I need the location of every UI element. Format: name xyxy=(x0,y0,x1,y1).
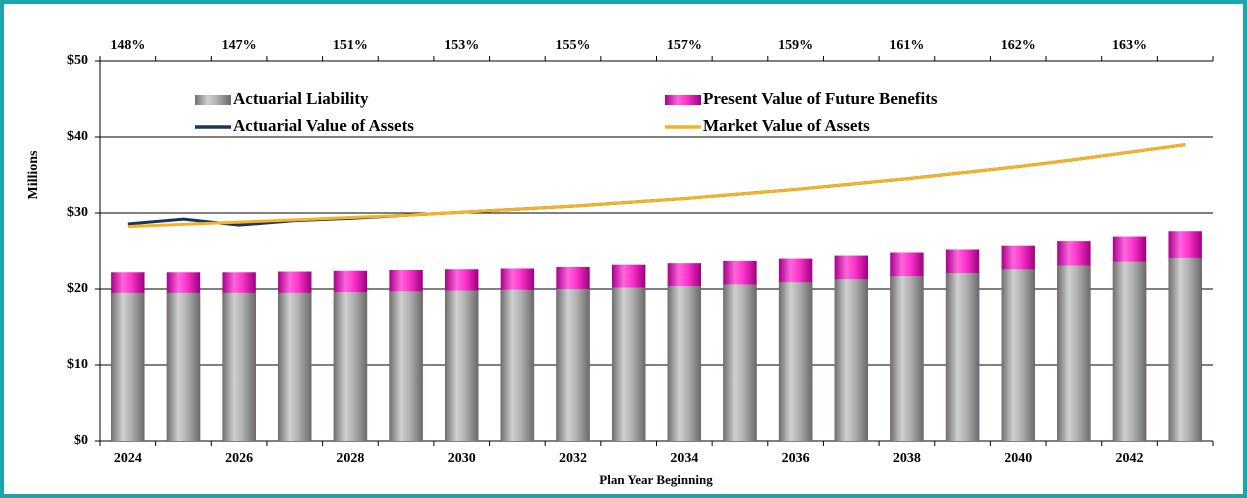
x-tick-label: 2038 xyxy=(893,451,921,466)
bar xyxy=(611,287,646,441)
legend-label: Present Value of Future Benefits xyxy=(703,89,938,108)
bar xyxy=(1168,257,1202,441)
top-label: 155% xyxy=(556,38,591,53)
x-tick-label: 2024 xyxy=(114,451,142,466)
bar xyxy=(1112,261,1147,441)
bar xyxy=(723,284,757,441)
legend-label: Actuarial Value of Assets xyxy=(233,116,414,135)
bar xyxy=(834,279,868,441)
bar xyxy=(333,292,368,441)
y-tick-label: $10 xyxy=(67,357,88,372)
bar xyxy=(1001,269,1035,441)
bar xyxy=(166,292,201,441)
x-tick-label: 2030 xyxy=(448,451,476,466)
legend-label: Actuarial Liability xyxy=(233,89,369,108)
x-axis-label: Plan Year Beginning xyxy=(599,472,713,487)
y-tick-label: $0 xyxy=(74,433,88,448)
x-tick-label: 2040 xyxy=(1004,451,1032,466)
top-label: 157% xyxy=(667,38,702,53)
bar xyxy=(945,273,980,441)
x-tick-label: 2032 xyxy=(559,451,587,466)
bar xyxy=(778,282,813,441)
legend-swatch xyxy=(195,95,231,105)
top-label: 151% xyxy=(333,38,368,53)
bar xyxy=(445,290,479,441)
y-tick-label: $50 xyxy=(67,53,88,68)
bar xyxy=(111,292,145,441)
x-tick-label: 2026 xyxy=(225,451,253,466)
top-label: 163% xyxy=(1112,38,1147,53)
top-label: 153% xyxy=(444,38,479,53)
x-tick-label: 2042 xyxy=(1116,451,1144,466)
x-tick-label: 2034 xyxy=(670,451,698,466)
bar xyxy=(890,276,924,441)
y-tick-label: $30 xyxy=(67,205,88,220)
x-tick-label: 2028 xyxy=(336,451,364,466)
top-label: 147% xyxy=(222,38,257,53)
top-label: 148% xyxy=(110,38,145,53)
bar xyxy=(667,285,702,441)
legend-swatch xyxy=(665,95,701,105)
bar xyxy=(500,289,535,441)
bar xyxy=(1057,265,1091,441)
bar xyxy=(222,292,256,441)
top-label: 159% xyxy=(778,38,813,53)
bar xyxy=(556,289,590,441)
y-tick-label: $20 xyxy=(67,281,88,296)
legend-label: Market Value of Assets xyxy=(703,116,870,135)
bar xyxy=(389,291,423,441)
y-tick-label: $40 xyxy=(67,129,88,144)
top-label: 162% xyxy=(1001,38,1036,53)
x-tick-label: 2036 xyxy=(782,451,810,466)
line xyxy=(127,143,1186,229)
top-label: 161% xyxy=(889,38,924,53)
bar xyxy=(278,292,312,441)
y-axis-label: Millions xyxy=(26,150,41,200)
